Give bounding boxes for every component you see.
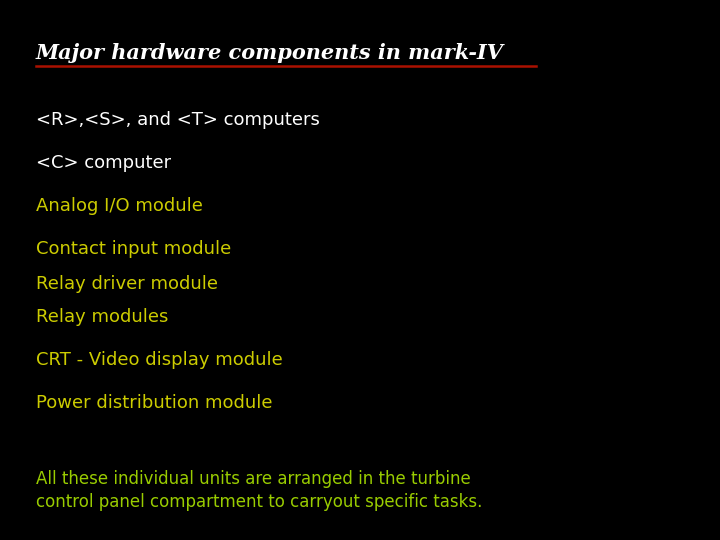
Text: Contact input module: Contact input module [36,240,231,258]
Text: Analog I/O module: Analog I/O module [36,197,203,215]
Text: <R>,<S>, and <T> computers: <R>,<S>, and <T> computers [36,111,320,129]
Text: Relay modules: Relay modules [36,308,168,326]
Text: Relay driver module: Relay driver module [36,275,218,293]
Text: Power distribution module: Power distribution module [36,394,272,412]
Text: Major hardware components in mark-IV: Major hardware components in mark-IV [36,43,504,63]
Text: All these individual units are arranged in the turbine
control panel compartment: All these individual units are arranged … [36,470,482,511]
Text: <C> computer: <C> computer [36,154,171,172]
Text: CRT - Video display module: CRT - Video display module [36,351,283,369]
